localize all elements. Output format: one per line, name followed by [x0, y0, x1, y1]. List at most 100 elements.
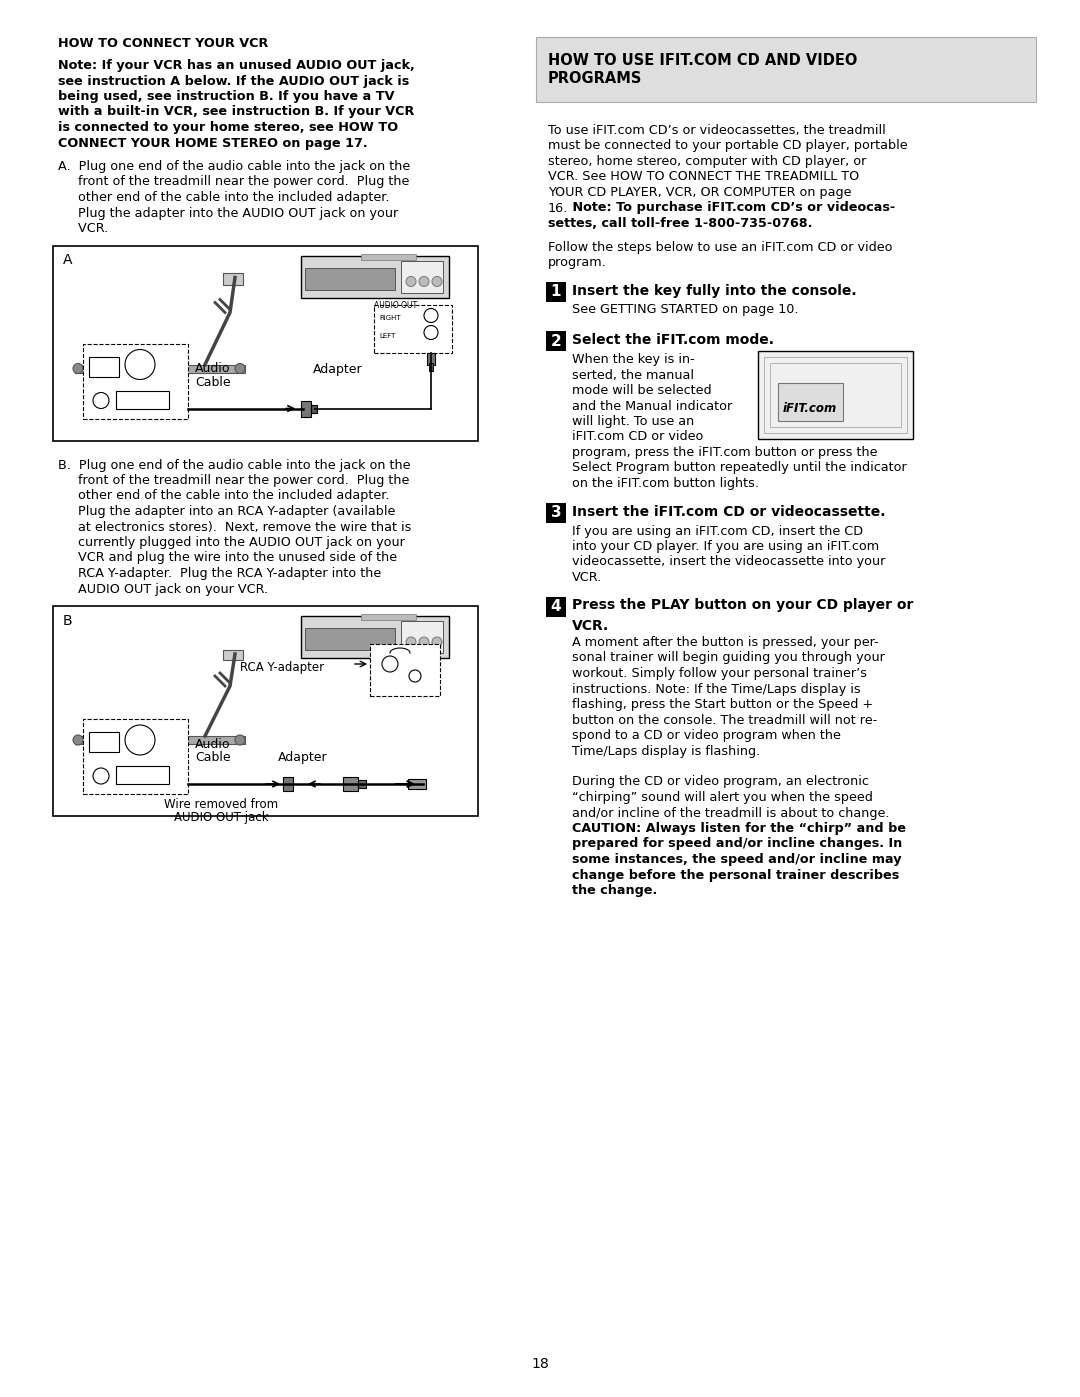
- Bar: [361, 253, 416, 260]
- Text: CONNECT YOUR HOME STEREO on page 17.: CONNECT YOUR HOME STEREO on page 17.: [58, 137, 367, 149]
- Text: AUDIO OUT: AUDIO OUT: [374, 300, 417, 310]
- Text: Time/Laps display is flashing.: Time/Laps display is flashing.: [572, 745, 760, 757]
- Text: If you are using an iFIT.com CD, insert the CD: If you are using an iFIT.com CD, insert …: [572, 524, 863, 538]
- Text: PROGRAMS: PROGRAMS: [548, 71, 643, 87]
- Bar: [401, 622, 443, 652]
- Text: being used, see instruction B. If you have a TV: being used, see instruction B. If you ha…: [58, 89, 394, 103]
- Text: other end of the cable into the included adapter.: other end of the cable into the included…: [58, 191, 390, 204]
- Bar: [764, 358, 907, 433]
- Text: B: B: [63, 615, 72, 629]
- Text: change before the personal trainer describes: change before the personal trainer descr…: [572, 869, 900, 882]
- Bar: [116, 766, 168, 784]
- Circle shape: [93, 768, 109, 784]
- Bar: [53, 246, 478, 440]
- Text: When the key is in-: When the key is in-: [572, 353, 694, 366]
- Text: Plug the adapter into the AUDIO OUT jack on your: Plug the adapter into the AUDIO OUT jack…: [58, 207, 399, 219]
- Text: videocassette, insert the videocassette into your: videocassette, insert the videocassette …: [572, 556, 886, 569]
- Circle shape: [73, 363, 83, 373]
- Bar: [305, 629, 395, 650]
- Bar: [53, 606, 478, 816]
- Text: program, press the iFIT.com button or press the: program, press the iFIT.com button or pr…: [572, 446, 877, 460]
- Text: HOW TO USE IFIT.COM CD AND VIDEO: HOW TO USE IFIT.COM CD AND VIDEO: [548, 53, 858, 68]
- Bar: [546, 503, 566, 522]
- Text: YOUR CD PLAYER, VCR, OR COMPUTER on page: YOUR CD PLAYER, VCR, OR COMPUTER on page: [548, 186, 851, 198]
- Text: at electronics stores).  Next, remove the wire that is: at electronics stores). Next, remove the…: [58, 521, 411, 534]
- Text: sonal trainer will begin guiding you through your: sonal trainer will begin guiding you thr…: [572, 651, 885, 665]
- Text: 16.: 16.: [548, 201, 568, 215]
- Bar: [427, 352, 435, 365]
- Circle shape: [432, 277, 442, 286]
- Bar: [83, 719, 188, 793]
- Text: serted, the manual: serted, the manual: [572, 369, 694, 381]
- Circle shape: [382, 657, 399, 672]
- Text: A.  Plug one end of the audio cable into the jack on the: A. Plug one end of the audio cable into …: [58, 161, 410, 173]
- Text: Insert the key fully into the console.: Insert the key fully into the console.: [572, 284, 856, 298]
- Bar: [357, 780, 366, 788]
- Circle shape: [424, 309, 438, 323]
- Text: spond to a CD or video program when the: spond to a CD or video program when the: [572, 729, 841, 742]
- Text: see instruction A below. If the AUDIO OUT jack is: see instruction A below. If the AUDIO OU…: [58, 74, 409, 88]
- Circle shape: [406, 637, 416, 647]
- Text: 18: 18: [531, 1356, 549, 1370]
- Bar: [536, 36, 1036, 102]
- Text: stereo, home stereo, computer with CD player, or: stereo, home stereo, computer with CD pl…: [548, 155, 866, 168]
- Text: into your CD player. If you are using an iFIT.com: into your CD player. If you are using an…: [572, 541, 879, 553]
- Text: Adapter: Adapter: [313, 362, 363, 376]
- Text: flashing, press the Start button or the Speed +: flashing, press the Start button or the …: [572, 698, 873, 711]
- Text: Note: If your VCR has an unused AUDIO OUT jack,: Note: If your VCR has an unused AUDIO OU…: [58, 59, 415, 73]
- Text: Follow the steps below to use an iFIT.com CD or video: Follow the steps below to use an iFIT.co…: [548, 240, 892, 253]
- Text: workout. Simply follow your personal trainer’s: workout. Simply follow your personal tra…: [572, 666, 867, 680]
- Bar: [75, 736, 245, 745]
- Text: 2: 2: [551, 334, 562, 348]
- Circle shape: [125, 349, 156, 380]
- Text: 3: 3: [551, 504, 562, 520]
- Text: VCR.: VCR.: [572, 619, 609, 633]
- Text: with a built-in VCR, see instruction B. If your VCR: with a built-in VCR, see instruction B. …: [58, 106, 415, 119]
- Text: AUDIO OUT jack: AUDIO OUT jack: [174, 812, 268, 824]
- Text: Plug the adapter into an RCA Y-adapter (available: Plug the adapter into an RCA Y-adapter (…: [58, 504, 395, 518]
- Circle shape: [235, 363, 245, 373]
- Bar: [770, 363, 901, 427]
- Bar: [283, 777, 293, 791]
- Bar: [758, 351, 913, 439]
- Text: RCA Y-adapter.  Plug the RCA Y-adapter into the: RCA Y-adapter. Plug the RCA Y-adapter in…: [58, 567, 381, 580]
- Text: on the iFIT.com button lights.: on the iFIT.com button lights.: [572, 476, 759, 490]
- Text: some instances, the speed and/or incline may: some instances, the speed and/or incline…: [572, 854, 902, 866]
- Text: “chirping” sound will alert you when the speed: “chirping” sound will alert you when the…: [572, 791, 873, 805]
- Bar: [401, 260, 443, 292]
- Bar: [408, 780, 426, 789]
- Text: Select the iFIT.com mode.: Select the iFIT.com mode.: [572, 332, 774, 346]
- Bar: [301, 616, 449, 658]
- Bar: [370, 644, 440, 696]
- Text: RIGHT: RIGHT: [379, 316, 401, 321]
- Text: mode will be selected: mode will be selected: [572, 384, 712, 397]
- Bar: [546, 331, 566, 351]
- Text: 1: 1: [551, 284, 562, 299]
- Bar: [546, 597, 566, 616]
- Text: CAUTION: Always listen for the “chirp” and be: CAUTION: Always listen for the “chirp” a…: [572, 821, 906, 835]
- Text: settes, call toll-free 1-800-735-0768.: settes, call toll-free 1-800-735-0768.: [548, 217, 812, 231]
- Bar: [343, 777, 357, 791]
- Bar: [361, 615, 416, 620]
- Text: B.  Plug one end of the audio cable into the jack on the: B. Plug one end of the audio cable into …: [58, 458, 410, 472]
- Bar: [374, 305, 453, 352]
- Text: other end of the cable into the included adapter.: other end of the cable into the included…: [58, 489, 390, 503]
- Circle shape: [419, 637, 429, 647]
- Text: Cable: Cable: [195, 376, 231, 388]
- Circle shape: [424, 326, 438, 339]
- Bar: [222, 650, 243, 659]
- Text: Press the PLAY button on your CD player or: Press the PLAY button on your CD player …: [572, 598, 914, 612]
- Bar: [89, 356, 119, 377]
- Circle shape: [409, 671, 421, 682]
- Text: VCR.: VCR.: [58, 222, 108, 235]
- Text: Audio: Audio: [195, 738, 230, 752]
- Text: VCR.: VCR.: [572, 571, 603, 584]
- Bar: [222, 272, 243, 285]
- Circle shape: [73, 735, 83, 745]
- Text: See GETTING STARTED on page 10.: See GETTING STARTED on page 10.: [572, 303, 798, 317]
- Text: VCR. See HOW TO CONNECT THE TREADMILL TO: VCR. See HOW TO CONNECT THE TREADMILL TO: [548, 170, 860, 183]
- Text: RCA Y-adapter: RCA Y-adapter: [240, 661, 324, 673]
- Text: Cable: Cable: [195, 752, 231, 764]
- Circle shape: [235, 735, 245, 745]
- Circle shape: [406, 277, 416, 286]
